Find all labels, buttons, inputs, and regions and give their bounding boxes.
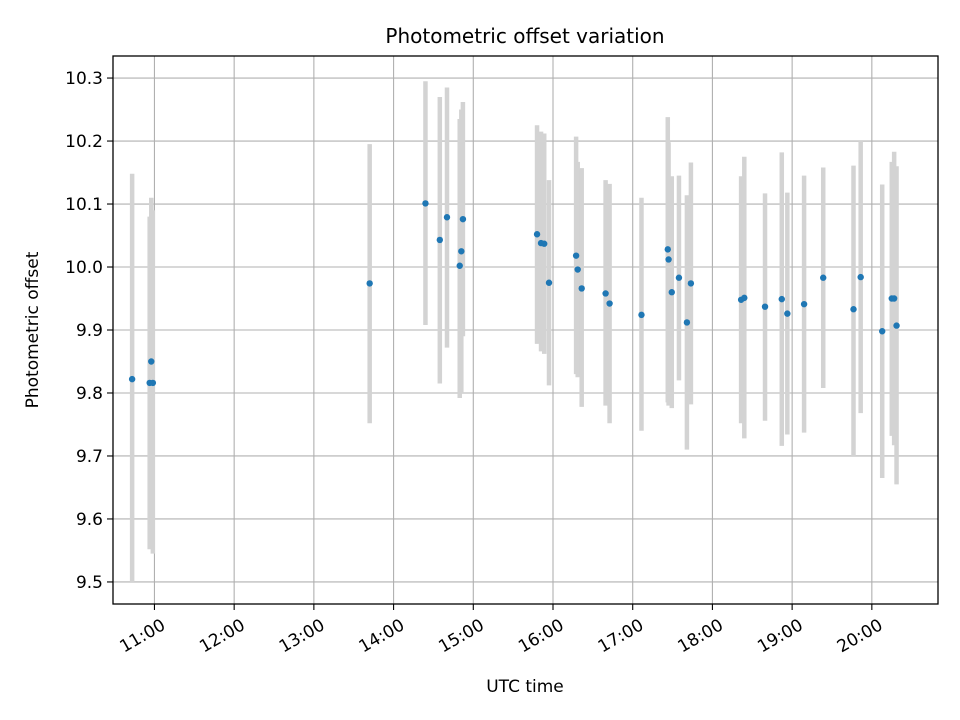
data-point [602,290,609,297]
data-point [443,214,451,221]
grid [113,56,938,604]
data-point [572,252,580,259]
y-tick-label: 10.3 [65,69,103,89]
y-tick-label: 9.9 [76,321,103,341]
data-point [761,303,769,310]
y-tick-label: 9.7 [76,447,103,467]
data-point [149,379,157,387]
data-point [366,280,373,287]
data-points [128,200,900,387]
data-point [893,322,900,329]
chart-title: Photometric offset variation [385,24,664,48]
data-point [148,358,155,365]
data-point [458,248,465,255]
data-point [850,306,857,313]
data-point [638,311,645,319]
data-point [436,236,444,244]
data-point [778,295,785,303]
data-point [606,300,613,307]
y-tick-label: 10.0 [65,258,103,278]
data-point [545,279,553,286]
data-point [820,274,827,281]
data-point [541,240,548,247]
data-point [459,215,467,223]
data-point [456,262,463,269]
data-point [422,200,429,207]
y-tick-label: 9.5 [76,573,103,593]
data-point [800,300,808,308]
data-point [683,319,691,326]
data-point [879,328,886,335]
y-axis-title: Photometric offset [23,251,43,408]
data-point [890,295,898,302]
data-point [533,231,541,238]
y-tick-label: 9.6 [76,510,103,530]
x-axis-title: UTC time [486,677,564,697]
data-point [675,274,683,281]
data-point [687,280,695,287]
data-point [665,256,672,263]
data-point [741,294,748,302]
y-tick-label: 10.1 [65,195,103,215]
data-point [668,289,675,296]
y-tick-label: 9.8 [76,384,103,404]
data-point [578,285,585,292]
y-tick-label: 10.2 [65,132,103,152]
data-point [857,273,864,281]
data-point [664,246,671,253]
data-point [784,310,791,317]
data-point [574,266,581,273]
data-point [128,375,136,383]
